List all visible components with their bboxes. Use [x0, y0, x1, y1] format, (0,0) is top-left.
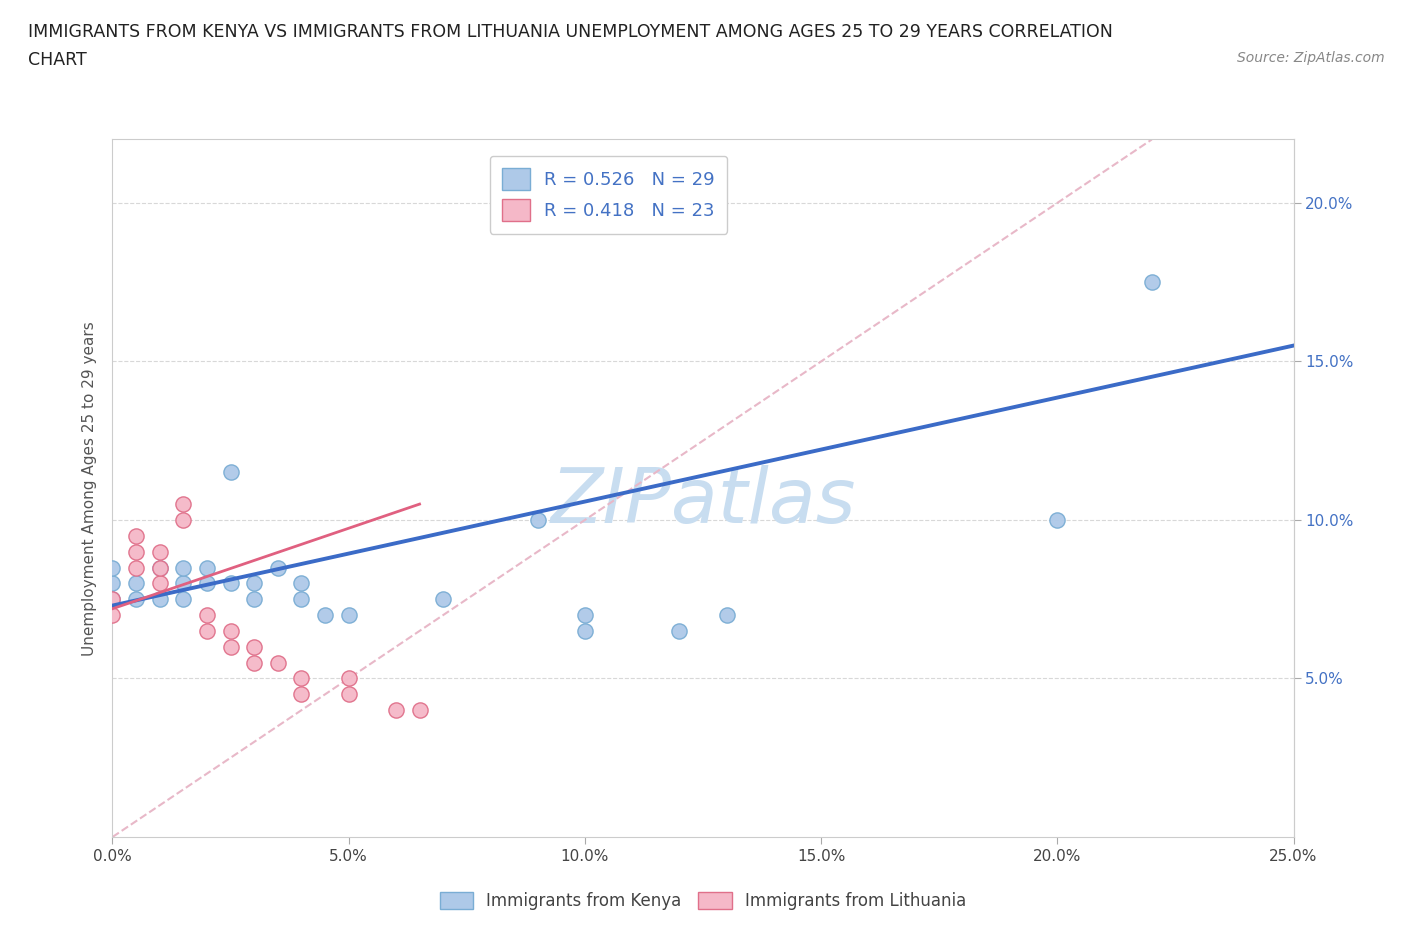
Point	[101, 591, 124, 606]
Point	[408, 703, 430, 718]
Point	[574, 607, 596, 622]
Point	[149, 560, 172, 575]
Point	[290, 576, 312, 591]
Point	[172, 512, 194, 527]
Point	[125, 560, 148, 575]
Point	[267, 560, 290, 575]
Point	[172, 591, 194, 606]
Point	[219, 465, 242, 480]
Point	[432, 591, 454, 606]
Text: CHART: CHART	[28, 51, 87, 69]
Text: Source: ZipAtlas.com: Source: ZipAtlas.com	[1237, 51, 1385, 65]
Point	[125, 544, 148, 559]
Point	[385, 703, 408, 718]
Point	[1046, 512, 1069, 527]
Point	[290, 591, 312, 606]
Point	[195, 560, 218, 575]
Point	[219, 639, 242, 654]
Point	[716, 607, 738, 622]
Point	[219, 623, 242, 638]
Point	[337, 607, 360, 622]
Point	[668, 623, 690, 638]
Point	[125, 576, 148, 591]
Point	[101, 560, 124, 575]
Point	[243, 655, 266, 670]
Point	[172, 497, 194, 512]
Point	[314, 607, 336, 622]
Point	[243, 576, 266, 591]
Legend: Immigrants from Kenya, Immigrants from Lithuania: Immigrants from Kenya, Immigrants from L…	[433, 885, 973, 917]
Text: IMMIGRANTS FROM KENYA VS IMMIGRANTS FROM LITHUANIA UNEMPLOYMENT AMONG AGES 25 TO: IMMIGRANTS FROM KENYA VS IMMIGRANTS FROM…	[28, 23, 1114, 41]
Point	[125, 528, 148, 543]
Point	[290, 671, 312, 686]
Point	[195, 607, 218, 622]
Point	[267, 655, 290, 670]
Point	[172, 576, 194, 591]
Point	[172, 560, 194, 575]
Point	[219, 576, 242, 591]
Point	[149, 576, 172, 591]
Legend: R = 0.526   N = 29, R = 0.418   N = 23: R = 0.526 N = 29, R = 0.418 N = 23	[489, 155, 727, 233]
Point	[125, 591, 148, 606]
Point	[101, 576, 124, 591]
Point	[526, 512, 548, 527]
Text: ZIPatlas: ZIPatlas	[550, 465, 856, 539]
Point	[101, 607, 124, 622]
Point	[243, 639, 266, 654]
Point	[1140, 274, 1163, 289]
Point	[574, 623, 596, 638]
Point	[149, 544, 172, 559]
Point	[195, 623, 218, 638]
Y-axis label: Unemployment Among Ages 25 to 29 years: Unemployment Among Ages 25 to 29 years	[82, 321, 97, 656]
Point	[149, 591, 172, 606]
Point	[101, 591, 124, 606]
Point	[149, 560, 172, 575]
Point	[243, 591, 266, 606]
Point	[290, 687, 312, 702]
Point	[337, 671, 360, 686]
Point	[337, 687, 360, 702]
Point	[195, 576, 218, 591]
